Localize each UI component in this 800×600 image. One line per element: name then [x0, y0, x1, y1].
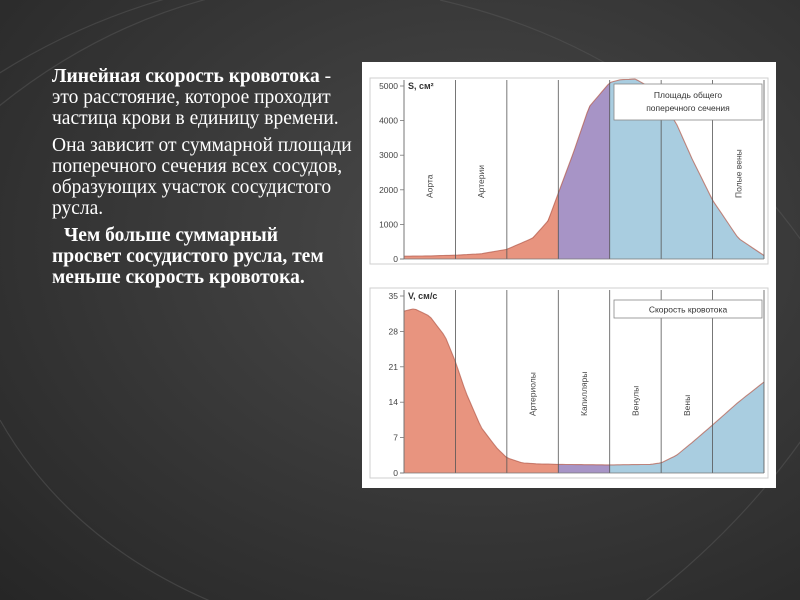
segment-label: Артерии: [476, 165, 486, 198]
y-tick-label: 1000: [379, 219, 398, 229]
conclusion-text: Чем больше суммарный просвет сосудистого…: [52, 225, 324, 288]
area-purple: [558, 464, 610, 473]
y-tick-label: 14: [389, 397, 399, 407]
y-tick-label: 3000: [379, 150, 398, 160]
y-tick-label: 35: [389, 291, 399, 301]
definition-text: - это расстояние, которое проходит части…: [52, 66, 339, 129]
area-red: [404, 309, 559, 473]
chart-panel: 5000 4000 3000 2000 1000 0 S, см² Аорта Артерии П…: [362, 62, 776, 488]
y-tick-label: 0: [393, 254, 398, 264]
y-axis-label: V, см/с: [408, 291, 437, 301]
area-purple: [558, 82, 610, 259]
blood-flow-charts: 5000 4000 3000 2000 1000 0 S, см² Аорта Артерии П…: [369, 77, 769, 479]
y-axis-label: S, см²: [408, 81, 434, 91]
segment-label: Полые вены: [733, 149, 743, 198]
legend-text: Скорость кровотока: [649, 305, 728, 315]
legend-box: [613, 299, 763, 319]
description-text: Линейная скорость кровотока - это рассто…: [52, 66, 352, 294]
segment-label: Венулы: [630, 386, 640, 416]
segment-label: Артериолы: [528, 372, 538, 416]
definition-paragraph: Линейная скорость кровотока - это рассто…: [52, 66, 352, 129]
dependency-paragraph: Она зависит от суммарной площади попереч…: [52, 135, 352, 219]
legend-box: [613, 83, 763, 121]
segment-label: Аорта: [425, 174, 435, 198]
legend-text: Площадь общего: [654, 90, 722, 100]
y-tick-label: 5000: [379, 81, 398, 91]
term-linear-velocity: Линейная скорость кровотока: [52, 66, 320, 87]
conclusion-paragraph: Чем больше суммарный просвет сосудистого…: [52, 225, 352, 288]
area-blue: [609, 382, 764, 473]
area-blue: [609, 79, 764, 259]
series-line: [404, 78, 765, 257]
area-red: [404, 193, 559, 259]
series-line: [403, 308, 765, 466]
y-tick-label: 4000: [379, 116, 398, 126]
y-tick-label: 21: [389, 362, 399, 372]
y-tick-label: 28: [389, 326, 399, 336]
y-tick-label: 2000: [379, 185, 398, 195]
y-tick-label: 0: [393, 468, 398, 478]
y-tick-label: 7: [393, 433, 398, 443]
segment-label: Капилляры: [579, 372, 589, 416]
segment-label: Вены: [682, 395, 692, 416]
legend-text: поперечного сечения: [646, 103, 730, 113]
